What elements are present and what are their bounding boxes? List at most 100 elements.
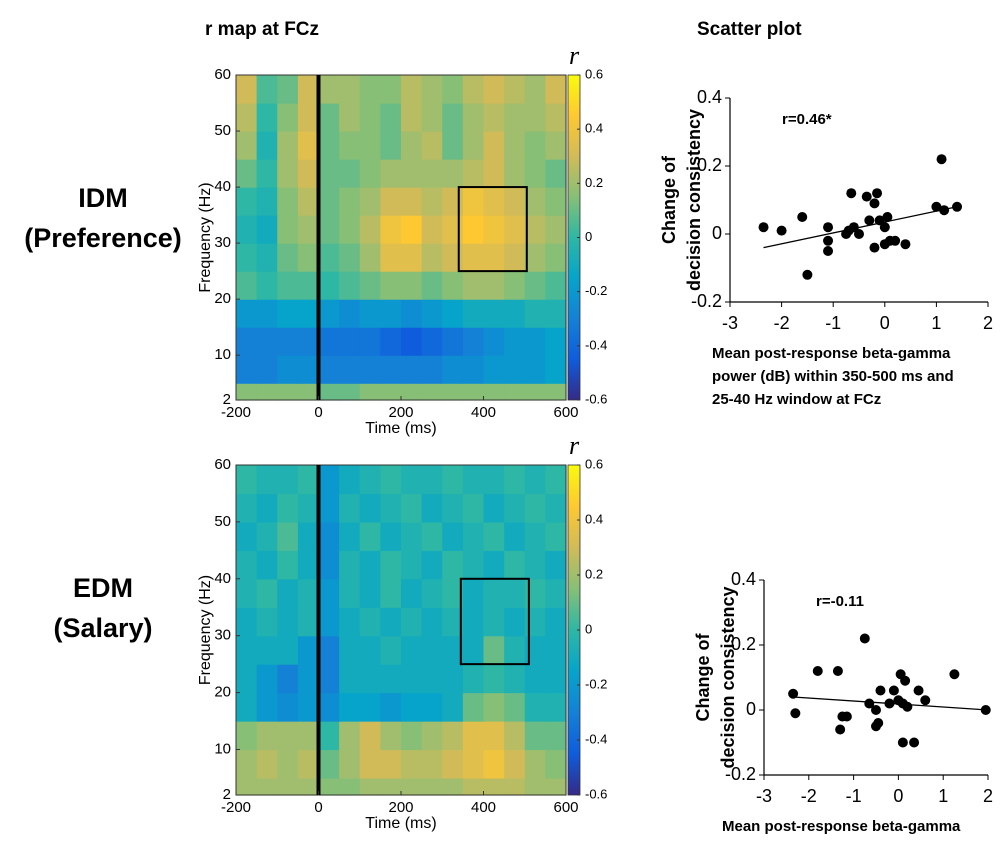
x-tick-label: -2 [774, 313, 790, 333]
heatmap-cell [339, 215, 361, 244]
heatmap-cell [277, 131, 299, 160]
heatmap-cell [236, 271, 258, 300]
heatmap-cell [524, 607, 546, 637]
heatmap-cell [297, 299, 320, 328]
heatmap-cell [236, 103, 258, 132]
heatmap-cell [359, 243, 381, 272]
scatter-point [843, 225, 854, 236]
y-axis-label: decision consistency [684, 109, 704, 291]
heatmap-cell [524, 721, 546, 751]
heatmap-cell [462, 131, 485, 160]
heatmap-cell [318, 465, 340, 495]
heatmap-cell [442, 749, 464, 779]
heatmap-cell [339, 271, 361, 300]
colorbar-label: r [569, 41, 580, 70]
heatmap-cell [401, 215, 423, 244]
heatmap-cell [318, 131, 340, 160]
heatmap-cell [236, 493, 258, 523]
heatmap-cell [380, 299, 402, 328]
heatmap-cell [380, 243, 402, 272]
heatmap-cell [256, 131, 278, 160]
heatmap-cell [277, 103, 299, 132]
heatmap-cell [462, 355, 485, 384]
heatmap-cell [462, 721, 485, 751]
heatmap-cell [462, 465, 485, 495]
heatmap-cell [339, 721, 361, 751]
heatmap-cell [401, 75, 423, 104]
heatmap-cell [401, 187, 423, 216]
heatmap-cell [297, 493, 320, 523]
heatmap-cell [462, 299, 485, 328]
heatmap-cell [401, 383, 423, 401]
heatmap-cell [401, 777, 423, 796]
heatmap-cell [524, 215, 546, 244]
scatter-point [874, 215, 885, 226]
heatmap-cell [318, 103, 340, 132]
heatmap-cell [462, 550, 485, 580]
heatmap-cell [318, 749, 340, 779]
scatter-point [758, 222, 769, 233]
heatmap-cell [236, 215, 258, 244]
heatmap-cell [545, 721, 567, 751]
heatmap-cell [504, 521, 526, 551]
x-tick-label: 200 [388, 799, 413, 816]
y-tick-label: 60 [214, 456, 231, 473]
heatmap-cell [236, 131, 258, 160]
heatmap-cell [380, 187, 402, 216]
heatmap-cell [545, 103, 567, 132]
heatmap-cell [256, 465, 278, 495]
heatmap-cell [524, 578, 546, 608]
scatter-point [913, 685, 924, 696]
heatmap-cell [504, 103, 526, 132]
heatmap-cell [401, 465, 423, 495]
heatmap-cell [359, 159, 381, 188]
heatmap-cell [442, 521, 464, 551]
heatmap-cell [256, 664, 278, 694]
colorbar-tick-label: -0.6 [585, 391, 607, 406]
heatmap-cell [339, 493, 361, 523]
colorbar-tick-label: -0.6 [585, 786, 607, 801]
heatmap-cell [421, 187, 443, 216]
x-tick-label: -200 [221, 404, 251, 421]
heatmap-cell [483, 493, 505, 523]
scatter-point [949, 669, 960, 680]
heatmap-cell [524, 271, 546, 300]
heatmap-cell [277, 383, 299, 401]
heatmap-cell [504, 607, 526, 637]
y-tick-label: -0.2 [691, 291, 722, 311]
heatmap-cell [277, 243, 299, 272]
y-tick-label: 2 [223, 786, 231, 803]
scatter-point [939, 205, 950, 216]
row-label: IDM [78, 183, 128, 213]
heatmap-cell [318, 721, 340, 751]
heatmap-cell [421, 607, 443, 637]
y-tick-label: 50 [214, 513, 231, 530]
heatmap-cell [359, 465, 381, 495]
heatmap-cell [380, 635, 402, 665]
heatmap-cell [401, 578, 423, 608]
heatmap-cell [318, 578, 340, 608]
scatter-point [788, 688, 799, 699]
heatmap-cell [359, 664, 381, 694]
heatmap-cell [236, 578, 258, 608]
heatmap-cell [524, 131, 546, 160]
heatmap-cell [256, 777, 278, 796]
heatmap-cell [297, 749, 320, 779]
scatter-point [890, 235, 901, 246]
heatmap-cell [277, 664, 299, 694]
y-tick-label: 40 [214, 570, 231, 587]
heatmap-cell [483, 243, 505, 272]
heatmap-cell [339, 299, 361, 328]
heatmap-cell [380, 271, 402, 300]
heatmap-cell [359, 635, 381, 665]
heatmap-cell [462, 383, 485, 401]
heatmap-cell [277, 465, 299, 495]
heatmap-cell [421, 578, 443, 608]
heatmap-cell [318, 493, 340, 523]
scatter-point [952, 201, 963, 212]
heatmap-cell [504, 383, 526, 401]
heatmap-cell [359, 578, 381, 608]
fit-line [763, 206, 958, 249]
heatmap-cell [339, 607, 361, 637]
